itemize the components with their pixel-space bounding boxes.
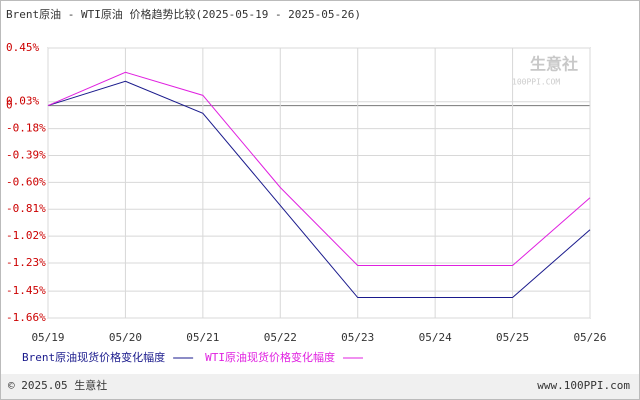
y-tick-label: -1.23% bbox=[6, 256, 46, 269]
watermark-url: 100PPI.COM bbox=[512, 78, 560, 87]
y-tick-label: -0.18% bbox=[6, 122, 46, 135]
x-tick-label: 05/21 bbox=[186, 331, 219, 344]
y-tick-label: -1.66% bbox=[6, 311, 46, 324]
footer-right: www.100PPI.com bbox=[537, 379, 630, 392]
x-tick-label: 05/19 bbox=[31, 331, 64, 344]
x-tick-label: 05/24 bbox=[419, 331, 452, 344]
x-tick-label: 05/26 bbox=[573, 331, 606, 344]
y-tick-label: -1.02% bbox=[6, 229, 46, 242]
y-tick-label: -0.81% bbox=[6, 202, 46, 215]
y-tick-label: 0.45% bbox=[6, 41, 39, 54]
series-line bbox=[47, 71, 591, 267]
y-tick-label: -0.60% bbox=[6, 175, 46, 188]
x-tick-label: 05/20 bbox=[109, 331, 142, 344]
watermark: 生意社 bbox=[530, 55, 578, 74]
series-line bbox=[47, 80, 591, 299]
footer-band bbox=[1, 374, 639, 399]
legend-label: Brent原油现货价格变化幅度 bbox=[22, 350, 165, 364]
y-tick-label: 0 bbox=[6, 99, 13, 112]
chart-title: Brent原油 - WTI原油 价格趋势比较(2025-05-19 - 2025… bbox=[6, 7, 361, 21]
footer-left: © 2025.05 生意社 bbox=[8, 378, 107, 392]
y-tick-label: -0.39% bbox=[6, 148, 46, 161]
x-tick-label: 05/22 bbox=[264, 331, 297, 344]
y-tick-label: 0.03% bbox=[6, 95, 39, 108]
x-tick-label: 05/25 bbox=[496, 331, 529, 344]
x-tick-label: 05/23 bbox=[341, 331, 374, 344]
legend-label: WTI原油现货价格变化幅度 bbox=[205, 350, 335, 364]
y-tick-label: -1.45% bbox=[6, 284, 46, 297]
